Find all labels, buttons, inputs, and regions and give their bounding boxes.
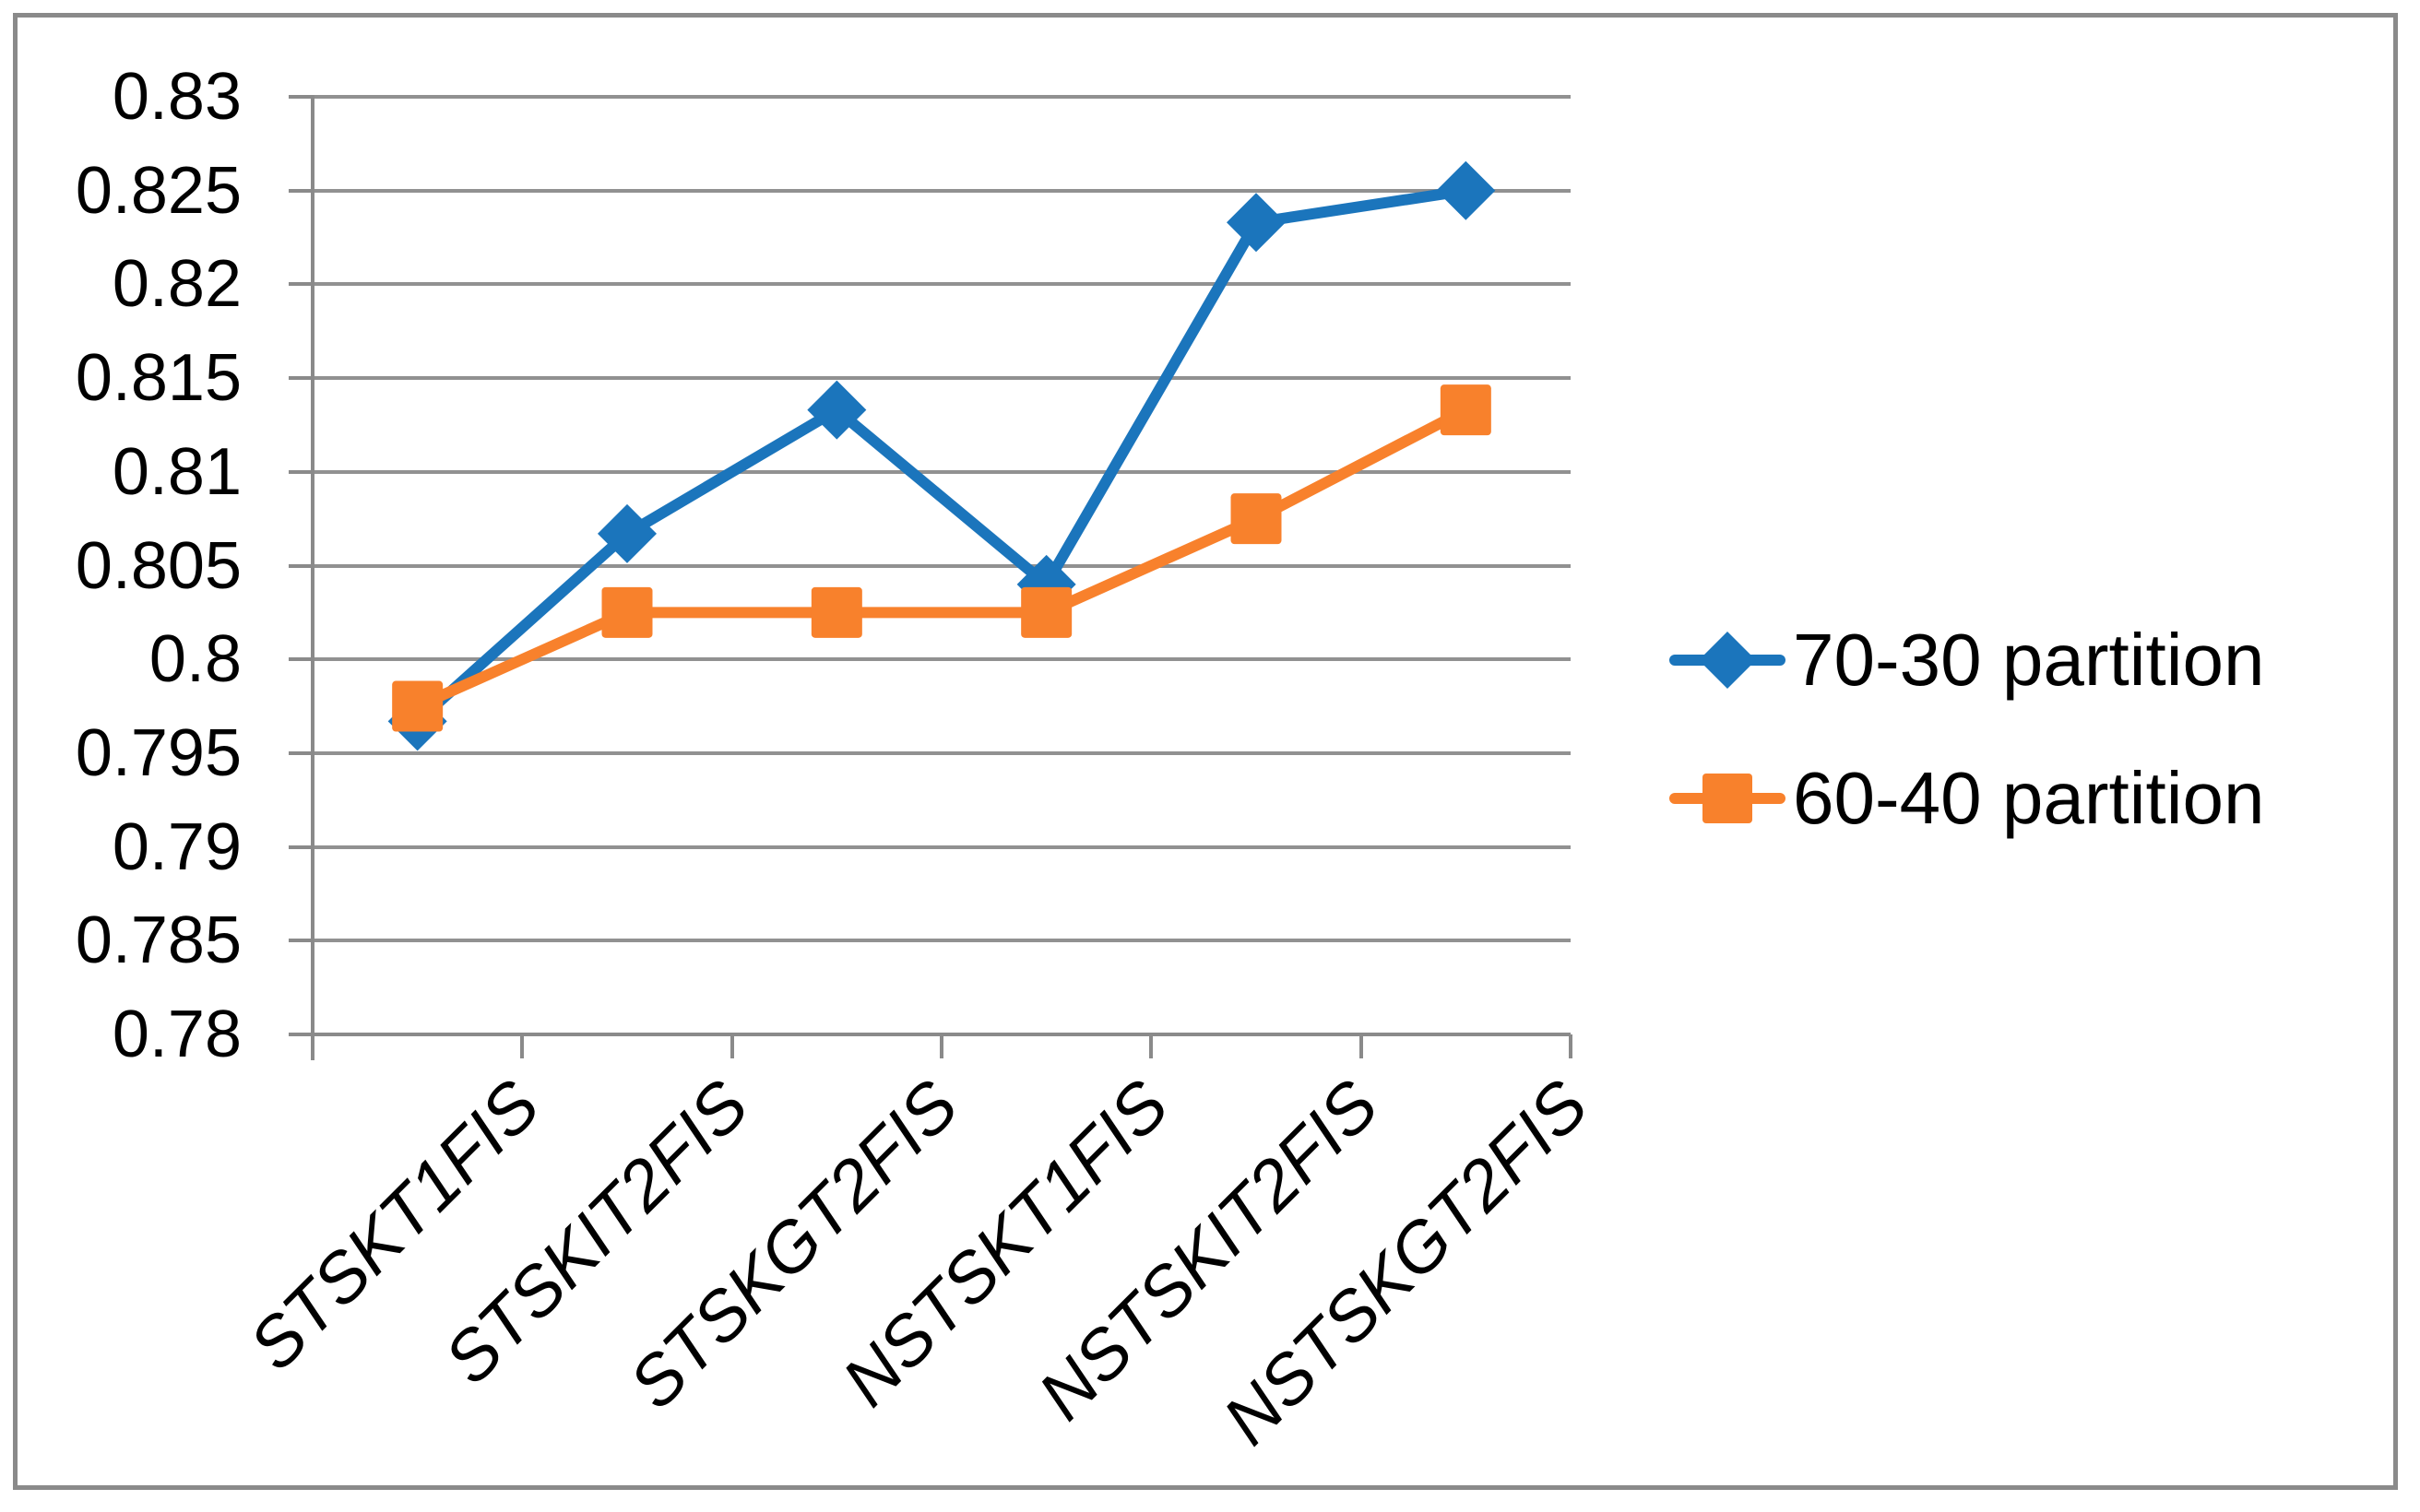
square-marker [601,586,653,638]
y-tick-label: 0.815 [75,341,242,416]
square-marker [1440,384,1491,436]
legend: 70-30 partition 60-40 partition [1667,614,2264,845]
legend-label-70-30: 70-30 partition [1793,619,2265,701]
diamond-marker [1436,160,1496,220]
y-tick-label: 0.79 [112,809,242,884]
y-tick-label: 0.78 [112,998,242,1071]
series-line [411,184,1472,727]
series-line [411,404,1472,713]
legend-marker-diamond-icon [1669,632,1785,689]
y-tick-label: 0.805 [75,528,242,603]
y-tick-label: 0.825 [75,153,242,228]
y-tick-label: 0.8 [148,622,242,697]
y-tick-label: 0.795 [75,715,242,790]
legend-label-60-40: 60-40 partition [1793,757,2265,839]
figure-border [13,13,2398,1490]
y-tick-label: 0.83 [112,60,242,134]
diamond-marker [598,503,657,563]
legend-entry-70-30: 70-30 partition [1667,614,2264,706]
diamond-marker [807,380,867,440]
square-marker [392,680,444,732]
legend-marker-square-icon [1669,774,1785,823]
square-marker [1021,586,1073,638]
diamond-marker [1227,193,1286,253]
y-tick-label: 0.82 [112,247,242,322]
series-plot [387,160,1496,751]
y-tick-label: 0.81 [112,434,242,509]
y-tick-label: 0.785 [75,904,242,978]
square-marker [811,586,862,638]
square-marker [1230,493,1282,545]
legend-entry-60-40: 60-40 partition [1667,752,2264,845]
